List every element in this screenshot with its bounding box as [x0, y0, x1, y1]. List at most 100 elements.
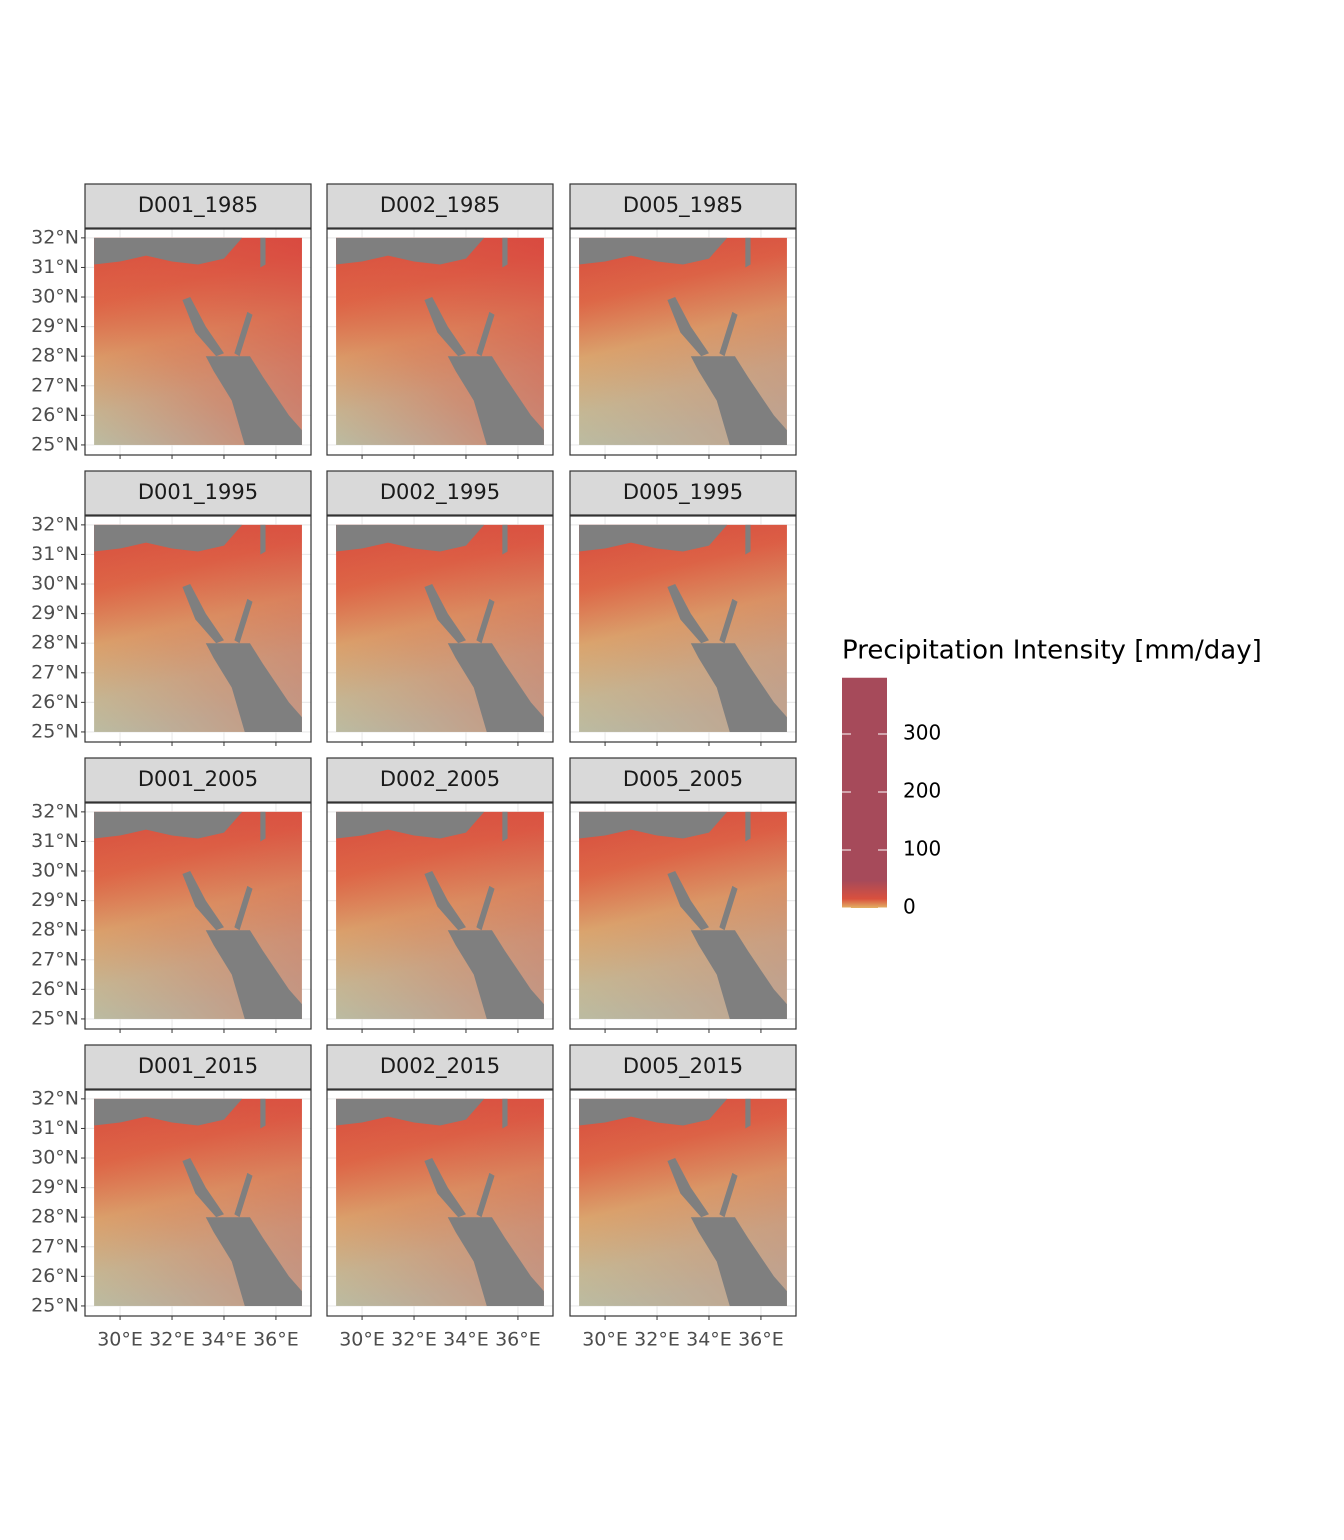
- x-tick-label: 36°E: [495, 1329, 541, 1351]
- sea: [719, 598, 738, 644]
- sea: [690, 643, 787, 732]
- panel-border: [84, 515, 312, 743]
- strip-box: [326, 757, 554, 803]
- y-tick-label: 28°N: [31, 632, 79, 654]
- strip-box: [326, 1044, 554, 1090]
- panel-border: [569, 802, 797, 1030]
- strip-box: [84, 757, 312, 803]
- strip-label: D002_2015: [380, 1054, 500, 1079]
- y-tick-label: 32°N: [31, 226, 79, 248]
- sea: [579, 524, 728, 552]
- y-tick-label: 25°N: [31, 720, 79, 742]
- sea: [476, 598, 495, 644]
- sea: [260, 1098, 266, 1129]
- sea: [336, 811, 485, 839]
- y-tick-label: 30°N: [31, 860, 79, 882]
- sea: [502, 524, 508, 555]
- facet: D005_2005: [569, 757, 797, 1033]
- facet: D001_2015 32°N 31°N 30°N 29°N 28°N 27°N 26°N 25°…: [31, 1044, 312, 1351]
- sea: [447, 930, 544, 1019]
- sea: [260, 524, 266, 555]
- strip-box: [569, 1044, 797, 1090]
- strip-box: [84, 183, 312, 229]
- x-tick-label: 32°E: [149, 1329, 195, 1351]
- y-tick-label: 29°N: [31, 315, 79, 337]
- facet: D005_2015 30°E 32°E 34°E 36°E: [569, 1044, 797, 1351]
- legend-tick-label: 100: [903, 837, 941, 861]
- sea: [424, 1158, 466, 1218]
- y-tick-label: 32°N: [31, 1087, 79, 1109]
- sea: [476, 1172, 495, 1218]
- strip-box: [84, 470, 312, 516]
- sea: [424, 584, 466, 644]
- panel-border: [569, 515, 797, 743]
- colorbar: [842, 677, 887, 908]
- sea: [745, 811, 751, 842]
- y-tick-label: 32°N: [31, 800, 79, 822]
- sea: [690, 1217, 787, 1306]
- strip-label: D001_2005: [138, 767, 258, 792]
- sea: [476, 885, 495, 931]
- sea: [502, 1098, 508, 1129]
- y-tick-label: 32°N: [31, 513, 79, 535]
- sea: [234, 1172, 253, 1218]
- y-tick-label: 27°N: [31, 374, 79, 396]
- sea: [579, 237, 728, 265]
- strip-label: D005_1995: [623, 480, 743, 505]
- y-tick-label: 28°N: [31, 919, 79, 941]
- y-tick-label: 25°N: [31, 1007, 79, 1029]
- sea: [447, 643, 544, 732]
- facet: D002_2005: [326, 757, 554, 1033]
- sea: [476, 311, 495, 357]
- sea: [447, 1217, 544, 1306]
- sea: [205, 930, 302, 1019]
- y-tick-label: 31°N: [31, 543, 79, 565]
- sea: [690, 356, 787, 445]
- y-tick-label: 31°N: [31, 830, 79, 852]
- sea: [234, 598, 253, 644]
- y-tick-label: 28°N: [31, 345, 79, 367]
- panel-border: [326, 802, 554, 1030]
- y-tick-label: 27°N: [31, 661, 79, 683]
- sea: [182, 297, 224, 357]
- strip-box: [326, 470, 554, 516]
- sea: [667, 1158, 709, 1218]
- strip-label: D001_1985: [138, 193, 258, 218]
- sea: [336, 524, 485, 552]
- sea: [424, 871, 466, 931]
- y-tick-label: 26°N: [31, 691, 79, 713]
- strip-label: D005_2015: [623, 1054, 743, 1079]
- y-tick-label: 26°N: [31, 1265, 79, 1287]
- legend-title: Precipitation Intensity [mm/day]: [842, 636, 1262, 666]
- x-tick-label: 34°E: [201, 1329, 247, 1351]
- sea: [667, 584, 709, 644]
- facet: D002_1985: [326, 183, 554, 459]
- strip-label: D005_2005: [623, 767, 743, 792]
- panel-border: [326, 515, 554, 743]
- sea: [234, 885, 253, 931]
- sea: [667, 871, 709, 931]
- y-tick-label: 25°N: [31, 1294, 79, 1316]
- facet: D001_2005 32°N 31°N 30°N 29°N 28°N 27°N 26°N 25°…: [31, 757, 312, 1033]
- panel-border: [326, 228, 554, 456]
- sea: [205, 643, 302, 732]
- facet: D001_1985 32°N 31°N 30°N 29°N 28°N 27°N 26°N 25°…: [31, 183, 312, 459]
- sea: [719, 311, 738, 357]
- sea: [690, 930, 787, 1019]
- y-tick-label: 30°N: [31, 1147, 79, 1169]
- panel-border: [569, 1089, 797, 1317]
- x-tick-label: 36°E: [738, 1329, 784, 1351]
- sea: [182, 871, 224, 931]
- panel-border: [84, 802, 312, 1030]
- x-tick-label: 32°E: [391, 1329, 437, 1351]
- sea: [336, 1098, 485, 1126]
- facet: D005_1985: [569, 183, 797, 459]
- x-tick-label: 32°E: [634, 1329, 680, 1351]
- y-tick-label: 30°N: [31, 573, 79, 595]
- strip-label: D001_1995: [138, 480, 258, 505]
- x-tick-label: 30°E: [97, 1329, 143, 1351]
- sea: [336, 237, 485, 265]
- x-tick-label: 30°E: [582, 1329, 628, 1351]
- legend-tick-label: 200: [903, 779, 941, 803]
